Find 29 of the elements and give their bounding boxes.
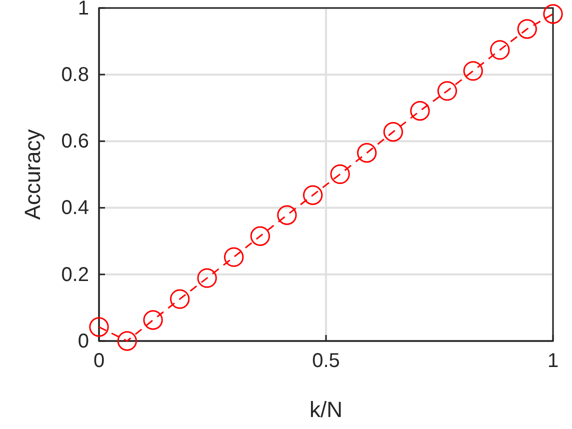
y-tick-label: 0: [78, 330, 89, 352]
point: [89, 317, 109, 337]
point: [543, 4, 563, 24]
y-axis-title: Accuracy: [20, 129, 45, 220]
y-tick-label: 0.6: [61, 130, 89, 153]
point: [143, 310, 163, 330]
y-tick-label: 0.2: [61, 264, 89, 286]
point: [490, 40, 510, 60]
point: [330, 164, 350, 184]
x-tick-label: 0: [93, 350, 105, 372]
y-tick-label: 0.8: [61, 64, 89, 86]
point: [224, 247, 244, 267]
y-tick-label: 1: [78, 0, 89, 20]
point: [357, 143, 377, 163]
x-tick-label: 0.5: [312, 350, 340, 372]
x-axis-title: k/N: [310, 397, 342, 422]
point: [250, 226, 270, 246]
point: [383, 122, 404, 142]
point: [302, 185, 323, 205]
point: [117, 331, 137, 351]
point: [170, 289, 190, 309]
x-tick-label: 1: [547, 350, 559, 372]
point: [437, 81, 458, 101]
y-tick-label: 0.4: [61, 197, 89, 220]
point: [410, 101, 430, 121]
point: [517, 19, 537, 39]
point: [463, 61, 483, 81]
point: [197, 268, 217, 288]
point: [277, 205, 297, 225]
